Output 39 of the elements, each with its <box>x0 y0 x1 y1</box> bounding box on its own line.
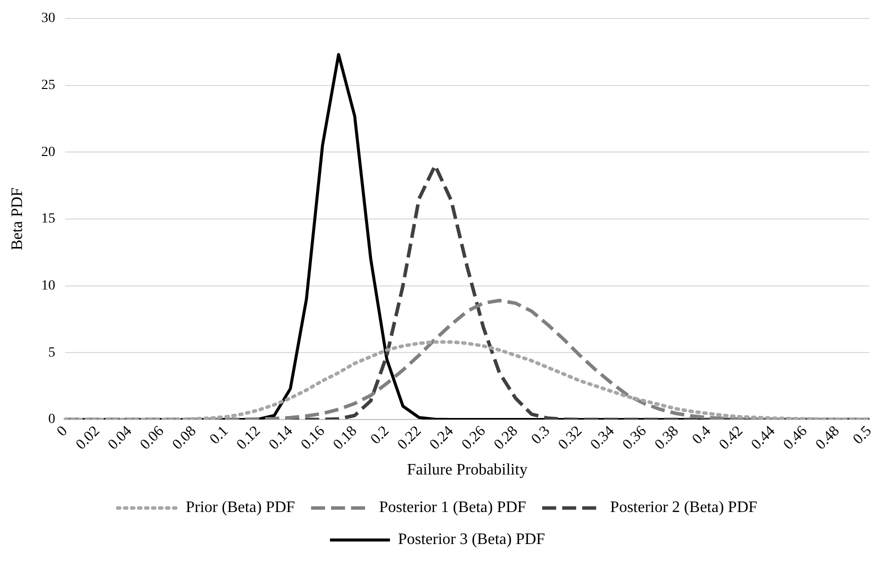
x-tick-label: 0.28 <box>491 423 522 454</box>
x-tick-label: 0.48 <box>812 423 843 454</box>
x-tick-label: 0.5 <box>850 423 875 448</box>
y-tick-label: 10 <box>41 278 56 294</box>
x-tick-label: 0.22 <box>394 423 425 454</box>
x-tick-label: 0.1 <box>207 423 232 448</box>
x-tick-label: 0.34 <box>588 422 618 454</box>
y-axis-title: Beta PDF <box>8 188 26 250</box>
x-tick-label: 0.32 <box>556 423 586 454</box>
x-tick-label: 0.08 <box>170 423 200 454</box>
x-tick-label: 0.3 <box>528 423 554 448</box>
x-tick-label: 0.14 <box>266 422 296 454</box>
x-tick-label: 0.12 <box>234 423 264 454</box>
x-tick-label: 0.06 <box>137 422 168 454</box>
line-series <box>63 340 872 420</box>
x-tick-label: 0.26 <box>459 422 490 454</box>
y-tick-label: 30 <box>41 11 56 26</box>
x-tick-label: 0.04 <box>105 422 136 454</box>
x-tick-label: 0.4 <box>690 422 714 448</box>
x-tick-label: 0.24 <box>426 422 458 454</box>
x-tick-label: 0.44 <box>748 422 779 454</box>
x-tick-label: 0.42 <box>716 423 746 454</box>
y-tick-label: 0 <box>48 412 56 428</box>
y-tick-label: 20 <box>41 144 56 160</box>
legend-label: Posterior 2 (Beta) PDF <box>610 499 758 516</box>
x-tick-label: 0.18 <box>330 423 360 454</box>
legend-label: Prior (Beta) PDF <box>186 499 296 516</box>
x-tick-label: 0.36 <box>620 422 650 454</box>
x-tick-label: 0.46 <box>780 422 811 454</box>
legend-label: Posterior 1 (Beta) PDF <box>379 499 526 516</box>
y-tick-label: 15 <box>41 212 56 227</box>
x-tick-label: 0.38 <box>652 423 682 454</box>
x-axis-title: Failure Probability <box>407 462 528 479</box>
x-tick-label: 0.02 <box>73 423 103 454</box>
y-tick-label: 25 <box>41 78 56 93</box>
legend-label: Posterior 3 (Beta) PDF <box>398 531 546 548</box>
x-tick-label: 0.16 <box>298 422 328 454</box>
x-tick-label: 0.2 <box>368 423 392 448</box>
y-tick-label: 5 <box>48 345 56 360</box>
